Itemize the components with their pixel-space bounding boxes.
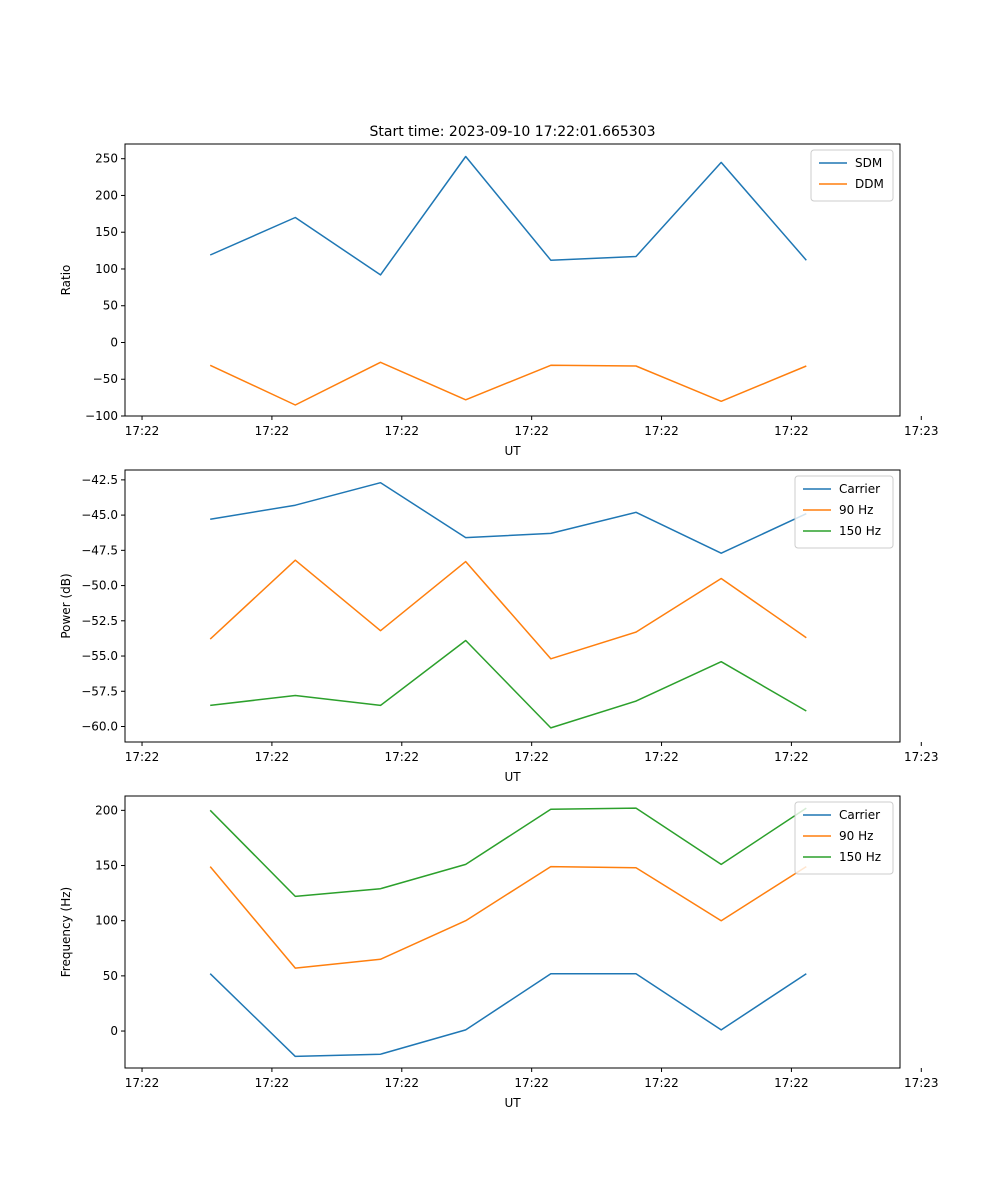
axes-frame — [124, 469, 901, 743]
legend-box — [794, 475, 894, 549]
legend: Carrier 90 Hz 150 Hz — [794, 801, 894, 875]
x-tick-label: 17:22 — [384, 424, 419, 438]
x-tick-label: 17:22 — [125, 1076, 160, 1090]
x-tick-label: 17:22 — [384, 1076, 419, 1090]
y-tick-label: 0 — [110, 1024, 118, 1038]
y-tick-label: 200 — [95, 803, 118, 817]
y-tick-label: −52.5 — [81, 614, 118, 628]
y-tick-label: 250 — [95, 152, 118, 166]
legend: Carrier 90 Hz 150 Hz — [794, 475, 894, 549]
series-line-sdm — [209, 155, 807, 276]
x-tick-label: 17:22 — [644, 750, 679, 764]
series-line-carrier — [210, 481, 807, 554]
x-tick-label: 17:22 — [774, 424, 809, 438]
x-tick-label: 17:22 — [514, 424, 549, 438]
y-tick-label: −47.5 — [81, 543, 118, 557]
series-group — [209, 481, 807, 729]
chart-panel-1: 17:22 17:22 17:22 17:22 17:22 17:22 17:23 250 20… — [59, 124, 939, 458]
y-axis-label: Power (dB) — [59, 573, 73, 638]
series-line-150-hz — [210, 639, 807, 729]
y-tick-label: 50 — [103, 299, 118, 313]
y-tick-label: 150 — [95, 859, 118, 873]
y-tick-label: −50.0 — [81, 579, 118, 593]
x-tick-label: 17:22 — [644, 424, 679, 438]
x-tick-label: 17:22 — [774, 750, 809, 764]
series-group — [209, 807, 807, 1058]
x-tick-label: 17:23 — [904, 424, 939, 438]
x-tick-label: 17:22 — [125, 750, 160, 764]
x-axis-label: UT — [504, 770, 521, 784]
series-line-carrier — [209, 972, 807, 1058]
y-tick-label: −45.0 — [81, 508, 118, 522]
legend-label: 150 Hz — [839, 850, 881, 864]
x-tick-label: 17:22 — [774, 1076, 809, 1090]
x-tick-label: 17:22 — [255, 1076, 290, 1090]
legend-label: Carrier — [839, 808, 880, 822]
series-line-150-hz — [209, 807, 807, 898]
y-axis-label: Frequency (Hz) — [59, 887, 73, 978]
x-tick-label: 17:22 — [125, 424, 160, 438]
x-tick-label: 17:22 — [514, 1076, 549, 1090]
x-tick-label: 17:22 — [255, 750, 290, 764]
y-tick-label: 150 — [95, 225, 118, 239]
series-line-90-hz — [209, 865, 807, 969]
chart-panel-3: 17:22 17:22 17:22 17:22 17:22 17:22 17:23 200 15… — [59, 795, 939, 1110]
y-tick-label: 50 — [103, 969, 118, 983]
legend-label: 90 Hz — [839, 829, 873, 843]
x-tick-label: 17:22 — [644, 1076, 679, 1090]
legend-label: SDM — [855, 156, 882, 170]
y-tick-label: −100 — [85, 409, 118, 423]
legend-label: Carrier — [839, 482, 880, 496]
x-tick-label: 17:22 — [255, 424, 290, 438]
y-tick-label: 100 — [95, 914, 118, 928]
legend-label: 150 Hz — [839, 524, 881, 538]
y-tick-label: 0 — [110, 335, 118, 349]
x-tick-label: 17:23 — [904, 1076, 939, 1090]
axes-frame — [124, 143, 901, 417]
y-tick-label: −60.0 — [81, 719, 118, 733]
y-tick-label: 200 — [95, 188, 118, 202]
chart-panel-2: 17:22 17:22 17:22 17:22 17:22 17:22 17:23 −42.5… — [59, 469, 939, 784]
x-tick-label: 17:22 — [514, 750, 549, 764]
series-group — [209, 155, 807, 406]
chart-title: Start time: 2023-09-10 17:22:01.665303 — [369, 124, 655, 140]
series-line-ddm — [209, 361, 807, 406]
y-tick-label: 100 — [95, 262, 118, 276]
x-tick-label: 17:23 — [904, 750, 939, 764]
y-axis-label: Ratio — [59, 265, 73, 296]
y-tick-label: −50 — [93, 372, 118, 386]
y-tick-label: −57.5 — [81, 684, 118, 698]
y-tick-label: −55.0 — [81, 649, 118, 663]
legend-box — [794, 801, 894, 875]
y-tick-label: −42.5 — [81, 473, 118, 487]
legend: SDM DDM — [810, 149, 894, 202]
series-line-90-hz — [209, 559, 807, 660]
x-tick-label: 17:22 — [384, 750, 419, 764]
axes-frame — [124, 795, 901, 1069]
legend-label: DDM — [855, 177, 884, 191]
x-axis-label: UT — [504, 444, 521, 458]
x-axis-label: UT — [504, 1096, 521, 1110]
legend-label: 90 Hz — [839, 503, 873, 517]
